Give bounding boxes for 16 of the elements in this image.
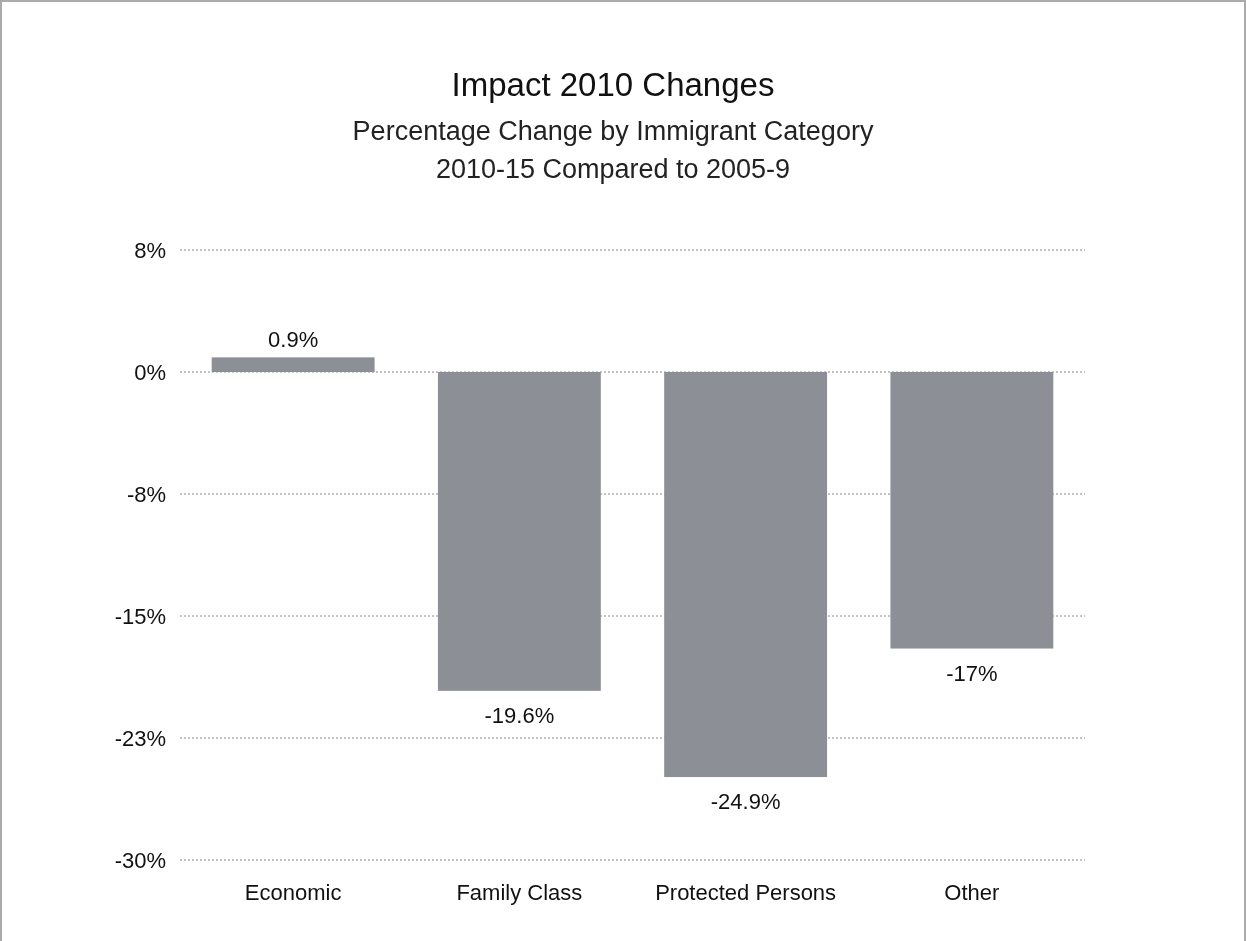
x-tick-label: Economic [244, 880, 342, 905]
y-tick-label: -15% [114, 604, 166, 629]
chart-subtitle: Percentage Change by Immigrant Category 2010-15 Compared to 2005-9 [352, 116, 874, 184]
y-tick-label: -8% [126, 482, 166, 507]
y-tick-label: 8% [134, 238, 166, 263]
data-label: -19.6% [484, 702, 555, 728]
y-tick-label: -23% [114, 726, 166, 751]
chart-title: Impact 2010 Changes [451, 66, 775, 103]
y-tick-label: -30% [114, 848, 166, 873]
data-label: 0.9% [268, 327, 319, 353]
y-tick-label: 0% [134, 360, 166, 385]
x-tick-label: Family Class [456, 880, 583, 905]
x-tick-label: Other [944, 880, 1000, 905]
x-tick-label: Protected Persons [655, 880, 837, 905]
data-label: -24.9% [710, 789, 781, 815]
data-label: -17% [946, 660, 998, 686]
